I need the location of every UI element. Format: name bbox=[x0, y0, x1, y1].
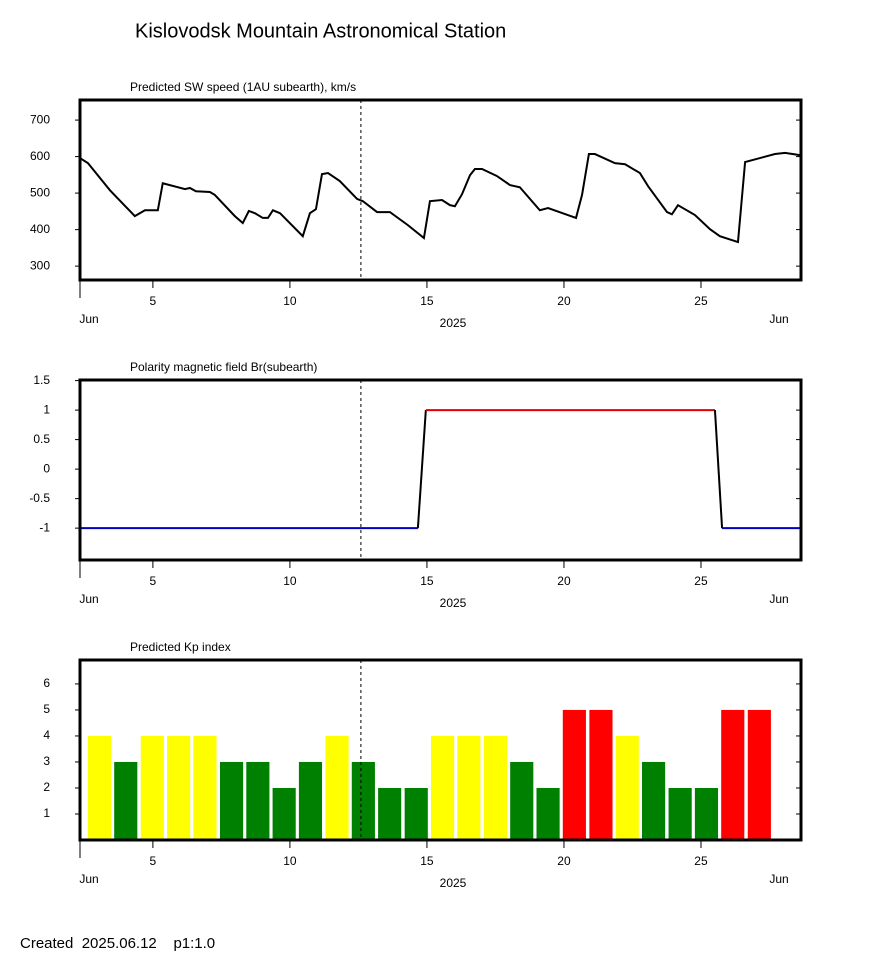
x-tick-label: 20 bbox=[557, 574, 571, 588]
x-tick-label: 25 bbox=[694, 294, 708, 308]
bar bbox=[510, 761, 534, 840]
bar bbox=[404, 787, 428, 840]
x-end-label: Jun bbox=[79, 312, 98, 326]
x-end-label: Jun bbox=[769, 872, 788, 886]
y-tick-label: 2 bbox=[43, 780, 50, 794]
x-tick-label: 20 bbox=[557, 854, 571, 868]
x-tick-label: 20 bbox=[557, 294, 571, 308]
x-tick-label: 15 bbox=[420, 294, 434, 308]
bar bbox=[351, 761, 375, 840]
bar bbox=[694, 787, 719, 840]
plot-frame bbox=[78, 658, 803, 842]
bar bbox=[668, 787, 692, 840]
line-segment bbox=[416, 410, 427, 529]
bar bbox=[641, 761, 666, 840]
x-axis-label: 2025 bbox=[440, 316, 467, 330]
y-tick-label: 3 bbox=[43, 754, 50, 768]
footer: Created 2025.06.12 p1:1.0 bbox=[20, 935, 215, 952]
y-tick-label: 500 bbox=[30, 185, 50, 199]
bar bbox=[87, 735, 112, 840]
y-tick-label: 300 bbox=[30, 258, 50, 272]
chart-title: Predicted Kp index bbox=[130, 640, 231, 654]
y-tick-label: 400 bbox=[30, 222, 50, 236]
bar bbox=[193, 735, 217, 840]
bar bbox=[272, 787, 296, 840]
y-tick-label: 600 bbox=[30, 149, 50, 163]
x-tick-label: 25 bbox=[694, 854, 708, 868]
y-tick-label: 1.5 bbox=[33, 373, 50, 387]
y-tick-label: 6 bbox=[43, 676, 50, 690]
y-tick-label: -0.5 bbox=[29, 491, 50, 505]
x-axis-label: 2025 bbox=[440, 596, 467, 610]
x-tick-label: 15 bbox=[420, 574, 434, 588]
line bbox=[79, 151, 801, 244]
y-tick-label: 0 bbox=[43, 461, 50, 475]
bar bbox=[721, 709, 745, 840]
plot-frame bbox=[78, 378, 803, 562]
bar bbox=[615, 735, 639, 840]
y-tick-label: -1 bbox=[39, 520, 50, 534]
chart-title: Predicted SW speed (1AU subearth), km/s bbox=[130, 80, 356, 94]
y-tick-label: 700 bbox=[30, 112, 50, 126]
bar bbox=[536, 787, 560, 840]
x-end-label: Jun bbox=[769, 312, 788, 326]
bar bbox=[589, 709, 613, 840]
x-tick-label: 10 bbox=[283, 574, 297, 588]
chart-title: Polarity magnetic field Br(subearth) bbox=[130, 360, 317, 374]
bar bbox=[562, 709, 586, 840]
bar bbox=[747, 709, 771, 840]
bar bbox=[140, 735, 164, 840]
bar bbox=[167, 735, 191, 840]
bar bbox=[483, 735, 508, 840]
y-tick-label: 0.5 bbox=[33, 432, 50, 446]
line-segment bbox=[713, 410, 724, 529]
bar bbox=[219, 761, 244, 840]
y-tick-label: 1 bbox=[43, 402, 50, 416]
bar bbox=[325, 735, 349, 840]
x-tick-label: 15 bbox=[420, 854, 434, 868]
bar bbox=[298, 761, 323, 840]
bar bbox=[430, 735, 455, 840]
x-tick-label: 5 bbox=[150, 854, 157, 868]
x-tick-label: 25 bbox=[694, 574, 708, 588]
x-end-label: Jun bbox=[769, 592, 788, 606]
bar bbox=[114, 761, 138, 840]
bar bbox=[378, 787, 402, 840]
y-tick-label: 5 bbox=[43, 702, 50, 716]
x-tick-label: 5 bbox=[150, 574, 157, 588]
x-tick-label: 5 bbox=[150, 294, 157, 308]
x-tick-label: 10 bbox=[283, 294, 297, 308]
bar bbox=[246, 761, 270, 840]
x-tick-label: 10 bbox=[283, 854, 297, 868]
x-end-label: Jun bbox=[79, 872, 98, 886]
page-title: Kislovodsk Mountain Astronomical Station bbox=[135, 20, 506, 42]
y-tick-label: 1 bbox=[43, 806, 50, 820]
bar bbox=[457, 735, 481, 840]
x-axis-label: 2025 bbox=[440, 876, 467, 890]
x-end-label: Jun bbox=[79, 592, 98, 606]
plot-frame bbox=[78, 98, 803, 282]
y-tick-label: 4 bbox=[43, 728, 50, 742]
